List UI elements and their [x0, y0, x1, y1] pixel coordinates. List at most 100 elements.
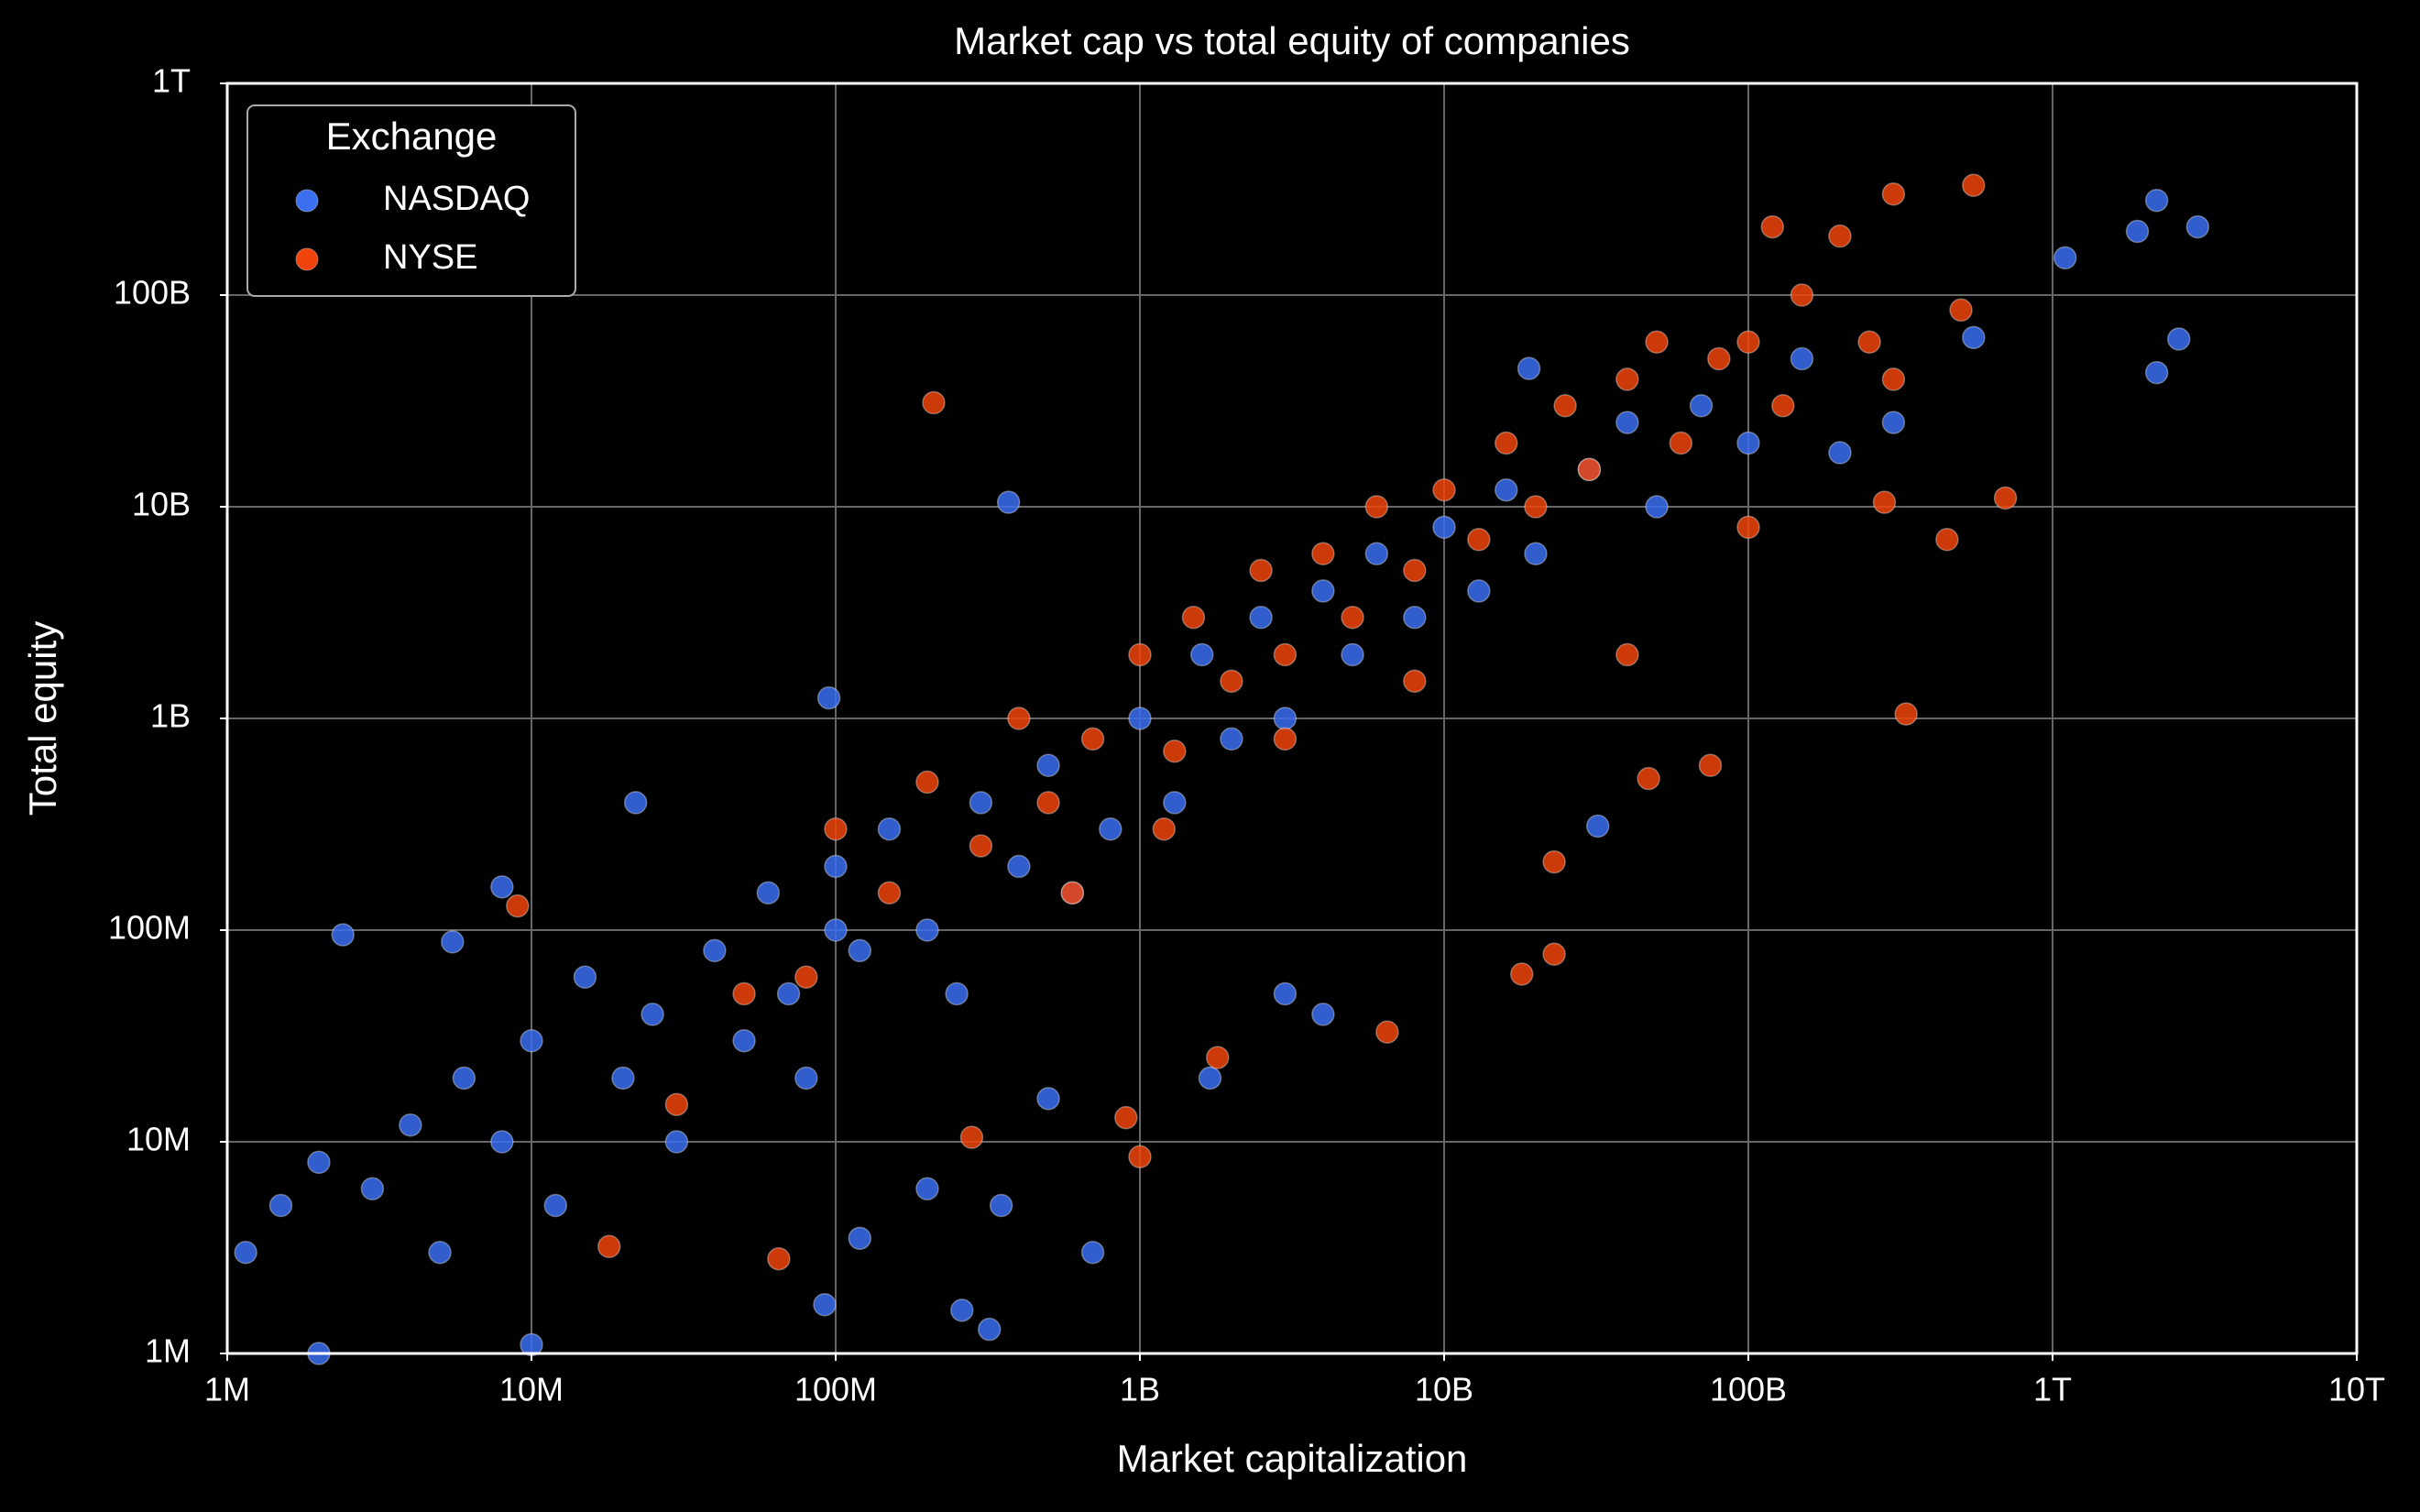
point: [915, 1177, 939, 1200]
point: [490, 875, 514, 899]
point: [732, 1029, 756, 1053]
point: [1311, 542, 1335, 565]
x-tick-label: 1M: [204, 1371, 250, 1408]
point: [969, 834, 993, 858]
point: [969, 791, 993, 815]
point: [2144, 188, 2169, 213]
y-tick-label: 1B: [150, 697, 191, 735]
point: [1190, 642, 1214, 667]
point: [1220, 669, 1243, 694]
x-tick-label: 1T: [2033, 1371, 2072, 1408]
point: [1099, 817, 1122, 841]
point: [573, 965, 597, 989]
point: [1698, 753, 1723, 777]
point: [945, 981, 969, 1006]
point: [1962, 325, 1986, 350]
point: [1495, 477, 1518, 502]
point: [1707, 346, 1731, 371]
point: [1128, 1145, 1152, 1169]
point: [877, 817, 902, 841]
point: [1615, 642, 1639, 667]
point: [1273, 727, 1298, 751]
point: [331, 923, 355, 947]
point: [1036, 1087, 1060, 1111]
point: [794, 1066, 818, 1090]
point: [234, 1241, 257, 1265]
legend-marker: [295, 189, 319, 213]
legend-title: Exchange: [326, 115, 498, 158]
point: [2167, 327, 2191, 351]
point: [2125, 219, 2150, 244]
point: [2053, 246, 2077, 270]
point: [1080, 727, 1105, 751]
point: [441, 930, 465, 954]
point: [611, 1066, 635, 1090]
point: [2185, 214, 2210, 239]
point: [824, 854, 848, 879]
point: [268, 1193, 293, 1218]
point: [1206, 1046, 1230, 1069]
point: [1403, 606, 1427, 630]
point: [506, 893, 530, 918]
point: [490, 1130, 514, 1154]
point: [1542, 849, 1566, 874]
point: [623, 791, 648, 815]
point: [1524, 495, 1548, 519]
point: [1060, 881, 1085, 905]
point: [1311, 1003, 1335, 1026]
point: [703, 938, 727, 963]
point: [1615, 367, 1639, 391]
point: [959, 1125, 984, 1149]
y-tick-label: 1T: [152, 62, 191, 100]
point: [1872, 490, 1897, 514]
point: [922, 390, 946, 415]
point: [399, 1112, 422, 1137]
x-tick-label: 100M: [794, 1371, 877, 1408]
legend-label: NYSE: [383, 238, 477, 277]
point: [1432, 515, 1456, 540]
x-tick-label: 100B: [1710, 1371, 1787, 1408]
point: [1736, 431, 1760, 455]
point: [1007, 854, 1031, 879]
point: [1615, 411, 1639, 434]
point: [641, 1003, 664, 1026]
point: [915, 770, 939, 794]
point: [1577, 457, 1602, 482]
point: [1249, 558, 1273, 583]
point: [1181, 606, 1206, 630]
point: [1736, 330, 1760, 354]
point: [1828, 224, 1852, 248]
y-tick-label: 1M: [145, 1332, 191, 1370]
point: [1128, 642, 1152, 667]
point: [1364, 495, 1389, 519]
point: [1637, 766, 1660, 791]
y-tick-label: 10B: [132, 486, 191, 523]
point: [520, 1029, 543, 1053]
point: [977, 1317, 1002, 1342]
point: [1542, 942, 1566, 966]
point: [1771, 394, 1795, 418]
point: [813, 1293, 837, 1317]
point: [732, 981, 756, 1006]
point: [1689, 394, 1714, 418]
point: [816, 685, 841, 710]
point: [1790, 346, 1814, 371]
point: [2144, 360, 2169, 385]
point: [1080, 1241, 1105, 1265]
point: [1736, 515, 1760, 540]
point: [307, 1150, 331, 1175]
point: [1517, 356, 1541, 380]
y-axis-label: Total equity: [21, 621, 64, 816]
point: [1341, 606, 1364, 630]
point: [1760, 214, 1785, 239]
point: [1128, 707, 1152, 730]
point: [776, 981, 801, 1006]
point: [1881, 367, 1906, 391]
point: [1645, 330, 1669, 354]
y-tick-label: 100M: [108, 909, 191, 947]
point: [1790, 283, 1814, 307]
point: [597, 1234, 621, 1259]
point: [1432, 477, 1456, 502]
